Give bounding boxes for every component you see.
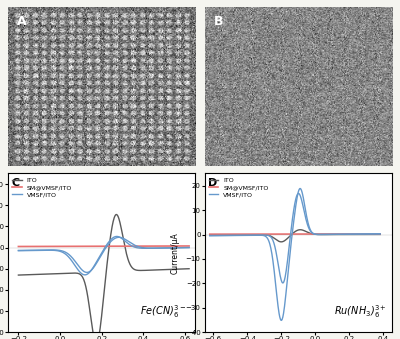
SM@VMSF/ITO <box>98 244 103 248</box>
Line: VMSF/ITO: VMSF/ITO <box>18 236 189 275</box>
ITO <box>114 213 119 217</box>
VMSF/ITO <box>298 186 303 191</box>
ITO <box>98 321 103 325</box>
SM@VMSF/ITO <box>187 244 192 248</box>
ITO <box>109 231 114 235</box>
VMSF/ITO <box>290 233 294 237</box>
ITO <box>279 240 284 244</box>
Text: B: B <box>214 15 224 28</box>
ITO <box>300 228 305 232</box>
VMSF/ITO <box>82 273 87 277</box>
SM@VMSF/ITO <box>108 244 113 248</box>
SM@VMSF/ITO <box>118 244 122 248</box>
ITO <box>348 233 352 237</box>
ITO <box>290 232 294 236</box>
ITO <box>310 232 314 236</box>
SM@VMSF/ITO <box>374 232 378 236</box>
VMSF/ITO <box>114 234 119 238</box>
SM@VMSF/ITO <box>347 232 352 236</box>
VMSF/ITO <box>348 232 352 236</box>
Text: Ru(NH$_3$)$_6^{3+}$: Ru(NH$_3$)$_6^{3+}$ <box>334 303 386 320</box>
VMSF/ITO <box>109 237 114 241</box>
ITO <box>156 268 161 272</box>
VMSF/ITO <box>374 232 379 236</box>
SM@VMSF/ITO <box>289 232 294 236</box>
ITO <box>378 233 382 237</box>
VMSF/ITO <box>183 245 188 250</box>
Line: ITO: ITO <box>210 230 380 242</box>
SM@VMSF/ITO <box>300 232 304 236</box>
Text: A: A <box>17 15 27 28</box>
SM@VMSF/ITO <box>182 244 187 248</box>
VMSF/ITO <box>207 234 212 238</box>
VMSF/ITO <box>310 230 314 234</box>
VMSF/ITO <box>98 254 102 258</box>
VMSF/ITO <box>378 232 382 236</box>
Text: D: D <box>208 178 218 188</box>
SM@VMSF/ITO <box>16 244 21 248</box>
ITO <box>207 233 212 237</box>
VMSF/ITO <box>98 252 103 256</box>
Text: C: C <box>12 178 20 188</box>
ITO <box>118 224 123 228</box>
Legend: ITO, SM@VMSF/ITO, VMSF/ITO: ITO, SM@VMSF/ITO, VMSF/ITO <box>208 177 270 198</box>
VMSF/ITO <box>187 245 192 250</box>
ITO <box>298 228 303 232</box>
Line: VMSF/ITO: VMSF/ITO <box>210 188 380 320</box>
Text: Fe(CN)$_6^{3-}$: Fe(CN)$_6^{3-}$ <box>140 303 186 320</box>
VMSF/ITO <box>16 249 21 253</box>
ITO <box>98 328 102 333</box>
VMSF/ITO <box>279 318 284 322</box>
Y-axis label: Current/μA: Current/μA <box>171 232 180 274</box>
SM@VMSF/ITO <box>309 232 314 236</box>
SM@VMSF/ITO <box>156 244 161 248</box>
ITO <box>187 267 192 271</box>
Line: ITO: ITO <box>18 215 189 339</box>
SM@VMSF/ITO <box>378 232 382 236</box>
ITO <box>289 233 294 237</box>
SM@VMSF/ITO <box>207 232 212 236</box>
VMSF/ITO <box>118 236 123 240</box>
Legend: ITO, SM@VMSF/ITO, VMSF/ITO: ITO, SM@VMSF/ITO, VMSF/ITO <box>11 177 73 198</box>
ITO <box>374 233 379 237</box>
VMSF/ITO <box>300 193 305 197</box>
ITO <box>183 267 188 271</box>
SM@VMSF/ITO <box>288 232 293 236</box>
VMSF/ITO <box>156 246 161 250</box>
ITO <box>16 273 21 277</box>
VMSF/ITO <box>289 242 294 246</box>
SM@VMSF/ITO <box>97 244 102 248</box>
